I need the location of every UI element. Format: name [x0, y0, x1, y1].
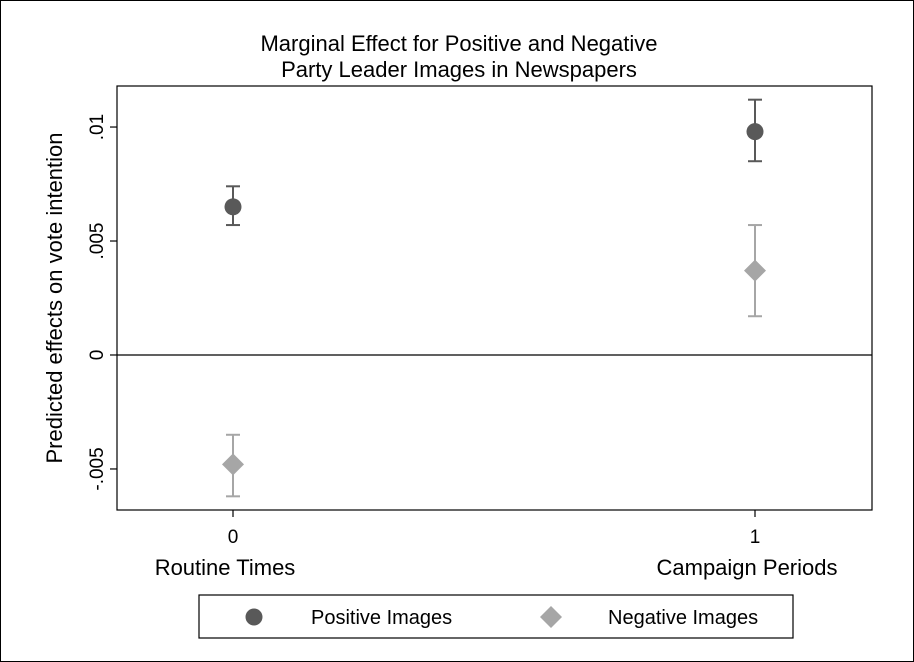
legend-box [198, 594, 794, 639]
x-category-label: Routine Times [155, 555, 296, 580]
y-axis-label: Predicted effects on vote intention [42, 132, 67, 463]
x-tick-label: 0 [228, 527, 239, 548]
x-axis-ticks: 0 Routine Times 1 Campaign Periods [155, 510, 838, 580]
y-tick-label: .005 [87, 223, 108, 260]
data-point-positive [746, 123, 764, 141]
data-marks [222, 98, 766, 498]
legend-marker-negative [540, 606, 562, 628]
y-tick-label: .01 [87, 114, 108, 140]
x-tick-label: 1 [750, 527, 761, 548]
chart-title-line-2: Party Leader Images in Newspapers [281, 57, 637, 82]
y-tick-label: 0 [87, 350, 108, 361]
legend-label-positive: Positive Images [311, 607, 452, 629]
x-category-label: Campaign Periods [657, 555, 838, 580]
data-point-positive [224, 198, 242, 216]
chart-title-line-1: Marginal Effect for Positive and Negativ… [260, 31, 657, 56]
y-axis-ticks: -.005 0 .005 .01 [87, 114, 117, 491]
legend-marker-positive [245, 608, 263, 626]
plot-area [116, 85, 873, 511]
data-point-negative [222, 453, 244, 476]
data-point-negative [744, 259, 766, 282]
y-tick-label: -.005 [87, 447, 108, 490]
legend-label-negative: Negative Images [608, 607, 758, 629]
